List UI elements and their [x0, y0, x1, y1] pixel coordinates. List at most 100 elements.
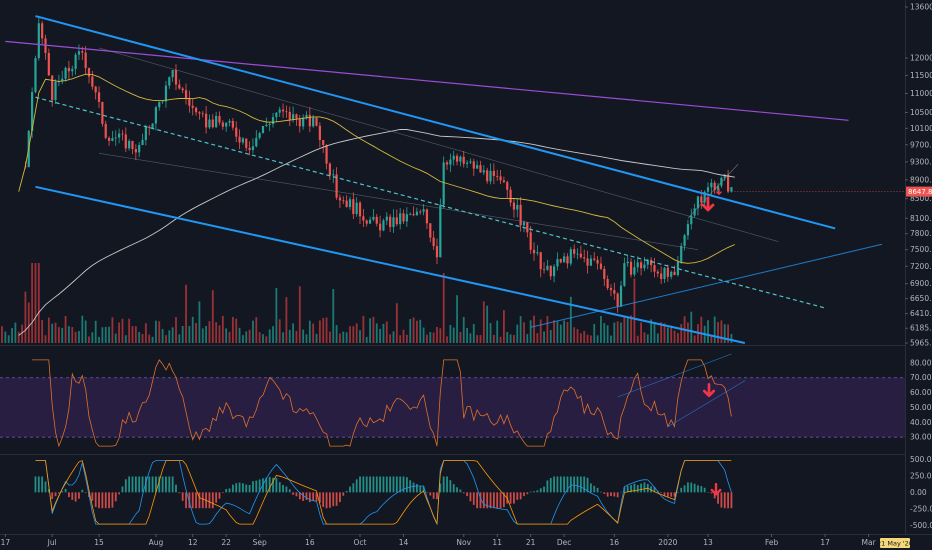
volume-bar	[666, 327, 669, 343]
candle-body	[198, 112, 201, 114]
rsi-panel[interactable]	[0, 353, 905, 448]
candle-down	[231, 118, 234, 131]
candle-up	[663, 266, 666, 284]
macd-hist-bar	[596, 487, 599, 493]
candle-up	[168, 76, 171, 89]
volume-bar	[509, 334, 512, 343]
price-panel[interactable]	[1, 15, 905, 344]
candle-body	[422, 209, 425, 212]
candle-down	[656, 269, 659, 278]
volume-bar	[452, 327, 455, 343]
macd-panel[interactable]	[34, 460, 733, 526]
volume-bar	[717, 322, 719, 343]
macd-hist-bar	[466, 492, 468, 497]
macd-hist-bar	[242, 483, 244, 493]
macd-hist-bar	[124, 479, 127, 493]
candle-up	[71, 65, 74, 77]
macd-hist-bar	[171, 476, 174, 493]
horizontal-inner-line	[98, 152, 699, 250]
candle-down	[328, 162, 332, 180]
volume-bar	[513, 334, 515, 343]
candle-down	[653, 257, 656, 278]
macd-hist-bar	[513, 492, 515, 504]
candle-down	[245, 138, 248, 152]
candle-up	[305, 111, 308, 120]
macd-hist-bar	[509, 492, 512, 504]
candle-down	[238, 129, 241, 150]
candle-down	[629, 258, 633, 278]
volume-bar	[282, 332, 284, 343]
volume-bar	[258, 332, 261, 343]
macd-hist-bar	[265, 477, 268, 493]
channel-mid-dashed-line	[35, 96, 826, 309]
volume-bar	[620, 322, 622, 343]
volume-bar	[74, 331, 77, 343]
macd-hist-bar	[134, 476, 137, 493]
macd-hist-bar	[526, 492, 529, 495]
candle-down	[673, 265, 676, 276]
candle-body	[184, 90, 188, 98]
candle-body	[435, 246, 439, 258]
time-tick-label: Feb	[765, 538, 779, 547]
candle-down	[542, 262, 546, 274]
macd-hist-bar	[730, 492, 733, 509]
candle-down	[325, 144, 328, 170]
candle-down	[342, 196, 345, 205]
candle-body	[111, 138, 114, 141]
ma-50-line	[18, 73, 735, 264]
macd-hist-bar	[245, 484, 248, 493]
candle-up	[355, 197, 358, 217]
volume-bar	[275, 287, 278, 343]
candle-down	[131, 140, 134, 155]
rsi-axis[interactable]: 80.00 70.00 60.00 50.00 40.00 30.00	[910, 358, 932, 441]
macd-hist-bar	[536, 490, 539, 493]
candle-up	[268, 121, 271, 132]
candle-down	[512, 198, 516, 218]
time-axis[interactable]: 17 Jul 15 Aug 12 22 Sep 16 Oct 14 Nov 11 21 Dec 16 2020…	[1, 534, 877, 547]
volume-bar	[707, 320, 709, 343]
macd-hist-bar	[138, 476, 141, 493]
candle-body	[215, 115, 218, 128]
price-axis[interactable]: 13600.00 12000.00 11500.00 11000.00 10500.00…	[905, 3, 932, 348]
macd-hist-bar	[392, 476, 395, 493]
macd-hist-bar	[426, 492, 428, 493]
candle-body	[138, 145, 141, 153]
volume-bar	[596, 335, 599, 343]
price-tick-label: 10100.00	[910, 124, 932, 133]
candle-body	[302, 117, 305, 127]
ma-200-line	[18, 128, 735, 336]
volume-bar	[526, 334, 529, 343]
volume-bar	[603, 323, 606, 343]
candle-up	[392, 209, 395, 233]
volume-bar	[71, 327, 74, 343]
candle-body	[429, 223, 432, 238]
volume-bar	[94, 320, 97, 343]
volume-bar	[653, 322, 656, 343]
candle-up	[37, 17, 40, 61]
macd-down-arrow	[710, 482, 722, 496]
candle-body	[469, 161, 472, 163]
volume-bar	[104, 326, 107, 343]
macd-hist-bar	[653, 487, 656, 493]
candle-up	[409, 212, 412, 216]
candle-body	[583, 257, 586, 259]
volume-bar	[352, 326, 355, 343]
volume-bar	[566, 321, 569, 343]
volume-bar	[482, 301, 485, 343]
candle-up	[626, 255, 629, 267]
candle-up	[251, 138, 255, 154]
candle-body	[97, 92, 101, 102]
macd-hist-bar	[446, 476, 448, 493]
macd-hist-bar	[476, 492, 479, 509]
volume-bar	[144, 323, 147, 343]
volume-bar	[285, 297, 288, 343]
candle-body	[455, 155, 459, 162]
volume-bar	[405, 334, 408, 343]
candle-body	[399, 213, 402, 225]
candle-body	[41, 23, 44, 39]
candlestick-series	[24, 17, 733, 313]
macd-hist-bar	[111, 492, 114, 508]
volume-bar	[47, 317, 50, 343]
macd-axis[interactable]: 500.00 250.00 0.00 -250.00 -500.00	[910, 455, 932, 530]
